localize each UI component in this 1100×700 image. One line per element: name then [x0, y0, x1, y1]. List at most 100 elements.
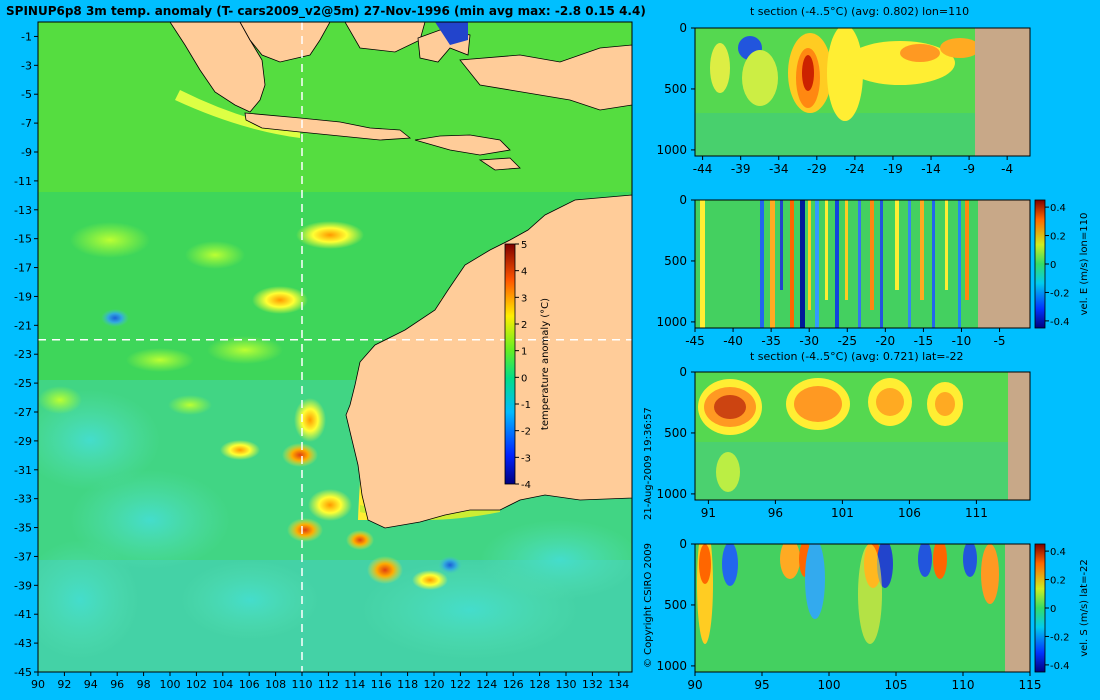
t-section-lon-title: t section (-4..5°C) (avg: 0.802) lon=110 — [750, 5, 970, 18]
map-x-tick-label: 126 — [503, 678, 524, 691]
section-y-tick-label: 500 — [664, 82, 687, 96]
t-section-lat-chart: 91 96 101 106 111 0 500 1000 — [656, 365, 1031, 520]
t-section-lon-chart: -44 -39 -34 -29 -24 -19 -14 -9 -4 0 500 1000 — [656, 21, 1031, 176]
section-x-tick-label: 91 — [701, 506, 716, 520]
section-y-tick-label: 0 — [679, 193, 687, 207]
map-x-tick-label: 128 — [529, 678, 550, 691]
section-x-tick-label: -4 — [1001, 162, 1013, 176]
section-x-tick-label: -35 — [761, 334, 781, 348]
map-y-tick-label: -3 — [21, 59, 32, 72]
map-x-tick-label: 98 — [137, 678, 151, 691]
t-section-lat-title: t section (-4..5°C) (avg: 0.721) lat=-22 — [750, 350, 964, 363]
section-colorbar-tick-label: -0.2 — [1050, 632, 1070, 643]
map-colorbar-tick-label: 3 — [521, 293, 527, 304]
map-colorbar-tick-label: 0 — [521, 373, 527, 384]
map-x-tick-label: 132 — [582, 678, 603, 691]
map-x-tick-label: 104 — [212, 678, 233, 691]
map-x-tick-label: 96 — [110, 678, 124, 691]
vel-s-colorbar-label: vel. S (m/s) lat=-22 — [1079, 559, 1090, 657]
map-x-tick-label: 114 — [344, 678, 365, 691]
vel-e-colorbar-label: vel. E (m/s) lon=110 — [1079, 213, 1090, 316]
section-colorbar-tick-label: 0.2 — [1050, 576, 1066, 587]
map-colorbar-tick-label: -3 — [521, 453, 531, 464]
section-y-tick-label: 500 — [664, 598, 687, 612]
map-y-tick-label: -17 — [14, 262, 32, 275]
section-x-tick-label: 111 — [965, 506, 988, 520]
map-colorbar-tick-label: 2 — [521, 320, 527, 331]
section-x-tick-label: -10 — [952, 334, 972, 348]
section-x-tick-label: -14 — [921, 162, 941, 176]
map-colorbar — [504, 243, 516, 485]
section-colorbar-tick-label: 0 — [1050, 260, 1056, 271]
map-y-tick-label: -11 — [14, 175, 32, 188]
map-y-tick-label: -33 — [14, 493, 32, 506]
section-x-tick-label: -25 — [837, 334, 857, 348]
section-y-tick-label: 1000 — [656, 143, 687, 157]
section-colorbar-tick-label: 0.2 — [1050, 232, 1066, 243]
map-y-tick-label: -5 — [21, 88, 32, 101]
section-colorbar-tick-label: 0.4 — [1050, 547, 1066, 558]
map-x-tick-label: 112 — [318, 678, 339, 691]
map-colorbar-tick-label: -4 — [521, 480, 531, 491]
map-x-tick-label: 130 — [556, 678, 577, 691]
map-y-tick-label: -45 — [14, 666, 32, 679]
section-x-tick-label: 96 — [768, 506, 783, 520]
section-colorbar-tick-label: 0.4 — [1050, 203, 1066, 214]
map-x-tick-label: 102 — [186, 678, 207, 691]
map-colorbar-label: temperature anomaly (°C) — [540, 298, 551, 430]
map-y-tick-label: -25 — [14, 377, 32, 390]
section-x-tick-label: -34 — [769, 162, 789, 176]
section-x-tick-label: 115 — [1019, 678, 1042, 692]
map-y-tick-label: -21 — [14, 319, 32, 332]
map-y-tick-label: -15 — [14, 233, 32, 246]
crosshair — [38, 22, 632, 672]
section-colorbar-tick-label: 0 — [1050, 604, 1056, 615]
section-colorbar-tick-label: -0.4 — [1050, 661, 1070, 672]
section-x-tick-label: -39 — [731, 162, 751, 176]
map-x-tick-label: 134 — [608, 678, 629, 691]
section-x-tick-label: -29 — [807, 162, 827, 176]
section-x-tick-label: 101 — [831, 506, 854, 520]
section-x-tick-label: -5 — [994, 334, 1006, 348]
map-y-tick-label: -19 — [14, 290, 32, 303]
section-y-tick-label: 0 — [679, 21, 687, 35]
section-y-tick-label: 1000 — [656, 315, 687, 329]
v-section-lat-chart: 90 95 100 105 110 115050010000.40.20-0.2-0.4 … — [656, 537, 1090, 692]
map-x-tick-label: 90 — [31, 678, 45, 691]
map-colorbar-tick-label: -1 — [521, 400, 531, 411]
map-y-tick-label: -31 — [14, 464, 32, 477]
section-x-tick-label: 100 — [818, 678, 841, 692]
map-y-tick-label: -39 — [14, 579, 32, 592]
section-colorbar-tick-label: -0.2 — [1050, 288, 1070, 299]
section-x-tick-label: -9 — [963, 162, 975, 176]
map-y-tick-label: -27 — [14, 406, 32, 419]
map-x-tick-label: 100 — [160, 678, 181, 691]
map-y-tick-label: -37 — [14, 550, 32, 563]
figure-title: SPINUP6p8 3m temp. anomaly (T- cars2009_… — [6, 4, 646, 18]
map-y-tick-label: -29 — [14, 435, 32, 448]
map-y-tick-label: -41 — [14, 608, 32, 621]
section-y-tick-label: 1000 — [656, 659, 687, 673]
map-x-tick-label: 106 — [239, 678, 260, 691]
section-y-tick-label: 0 — [679, 537, 687, 551]
section-colorbar-tick-label: -0.4 — [1050, 317, 1070, 328]
map-x-tick-label: 110 — [292, 678, 313, 691]
section-x-tick-label: -15 — [914, 334, 934, 348]
section-x-tick-label: -45 — [685, 334, 705, 348]
map-y-tick-label: -23 — [14, 348, 32, 361]
map-x-tick-label: 122 — [450, 678, 471, 691]
map-chart: 90 92 94 96 98 100 102 104 106 108 110 112 114 116 118… — [14, 21, 633, 691]
v-section-lon-chart: -45 -40 -35 -30 -25 -20 -15 -10 -5 0 500 1000 0.4 0.2… — [656, 193, 1090, 348]
section-x-tick-label: -24 — [845, 162, 865, 176]
map-x-tick-label: 124 — [476, 678, 497, 691]
section-x-tick-label: -40 — [723, 334, 743, 348]
section-x-tick-label: 110 — [952, 678, 975, 692]
map-x-tick-label: 116 — [371, 678, 392, 691]
map-y-tick-label: -7 — [21, 117, 32, 130]
section-x-tick-label: 105 — [885, 678, 908, 692]
map-x-tick-label: 118 — [397, 678, 418, 691]
map-colorbar-tick-label: 1 — [521, 347, 527, 358]
map-colorbar-tick-label: 5 — [521, 240, 527, 251]
map-y-tick-label: -35 — [14, 522, 32, 535]
map-colorbar-tick-label: 4 — [521, 267, 527, 278]
